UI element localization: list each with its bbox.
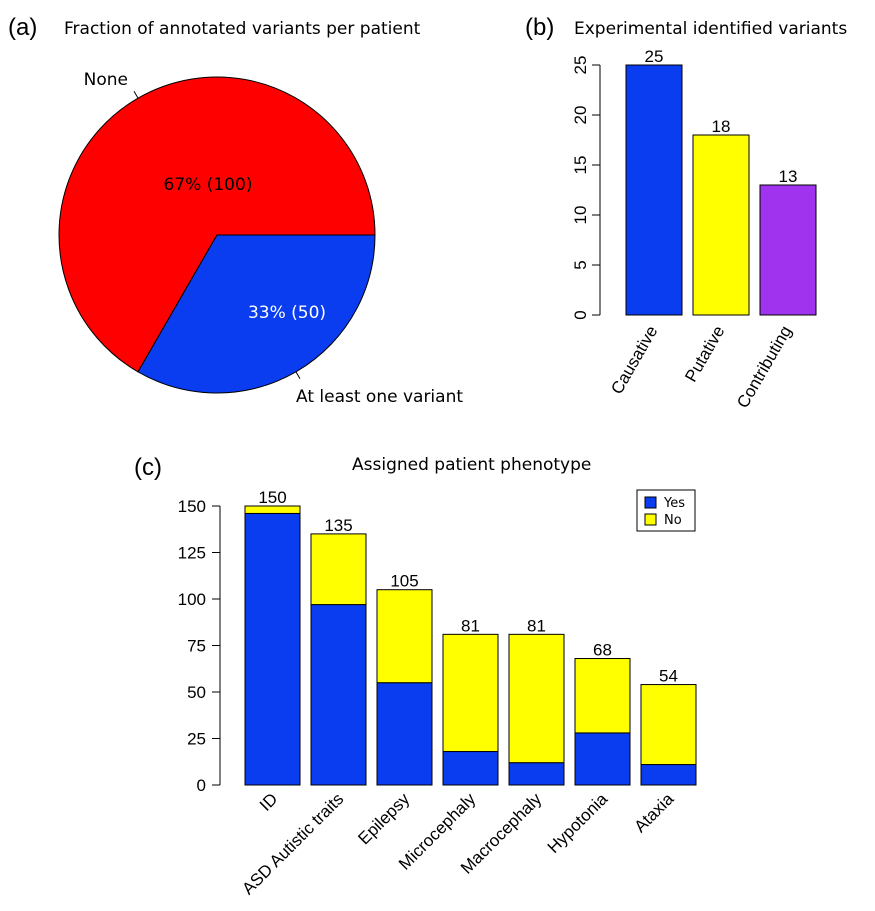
pie-slice-value-label: 33% (50) [248,303,326,323]
phenotype-bar-segment-no [640,684,697,766]
variant-category-label: Contributing [733,323,795,412]
phenotype-bar-total-label: 135 [324,516,352,535]
variants-bars: 25 Causative 18 Putative 13 Contributing [607,47,817,412]
phenotype-bar-total-label: 54 [659,667,678,686]
y-tick-label: 25 [571,56,590,75]
y-tick-label: 150 [178,497,206,516]
legend-label-yes: Yes [663,496,685,511]
phenotype-chart-title: Assigned patient phenotype [352,455,591,475]
phenotype-bar-segment-no [244,505,301,514]
variant-category-label: Putative [681,323,728,386]
phenotype-bar-segment-no [442,633,499,753]
phenotype-bar-segment-no [310,533,367,606]
legend-label-no: No [664,513,682,528]
pie-slice-name: At least one variant [296,387,463,407]
variant-bar-value-label: 18 [712,117,731,136]
variants-y-axis: 0 5 10 15 20 25 [571,56,601,320]
legend-swatch-no [644,513,657,526]
panel-label-a: (a) [8,14,37,41]
pie-chart-panel: (a) Fraction of annotated variants per p… [8,14,463,407]
phenotype-category-label: Epilepsy [354,789,413,848]
phenotype-bar-total-label: 81 [527,616,546,635]
variant-bar-value-label: 13 [779,167,798,186]
phenotype-bar-total-label: 150 [258,488,286,507]
y-tick-label: 0 [197,776,206,795]
phenotype-category-label: ID [256,789,281,814]
pie-chart-title: Fraction of annotated variants per patie… [64,19,421,39]
phenotype-category-label: Ataxia [630,789,677,836]
phenotype-bar-segment-yes [244,512,301,786]
phenotype-bar-segment-no [508,633,565,764]
y-tick-label: 25 [187,730,206,749]
variant-bar-value-label: 25 [645,47,664,66]
y-tick-label: 100 [178,590,206,609]
y-tick-label: 15 [571,156,590,175]
y-tick-label: 10 [571,206,590,225]
phenotype-bar-segment-yes [442,751,499,786]
panel-label-b: (b) [525,14,554,41]
variant-category-label: Causative [607,323,661,398]
y-tick-label: 0 [571,310,590,319]
phenotype-bar-segment-yes [574,732,631,786]
y-tick-label: 125 [178,544,206,563]
pie-slice-at-least-one-variant [137,234,376,394]
y-tick-label: 50 [187,683,206,702]
phenotype-y-axis: 0 25 50 75 100 125 150 [178,497,221,795]
phenotype-bar-segment-yes [508,762,565,786]
phenotype-legend: Yes No [636,489,696,532]
phenotype-bar-segment-no [376,589,433,684]
y-tick-label: 75 [187,637,206,656]
phenotype-bar-total-label: 68 [593,641,612,660]
pie-slice-name: None [84,70,128,90]
phenotype-bar-chart-panel: (c) Assigned patient phenotype 0 25 50 75 10… [134,454,697,898]
y-tick-label: 5 [571,260,590,269]
phenotype-category-label: Hypotonia [544,789,612,857]
phenotype-bar-segment-no [574,658,631,734]
variant-bar-contributing [759,184,817,316]
phenotype-bars: 150 ID 135 ASD Autistic traits 105 Epilepsy 81… [238,488,697,898]
pie-slices [58,76,376,394]
variants-bar-chart-panel: (b) Experimental identified variants 0 5 1… [525,14,847,411]
pie-labels: None 67% (100) At least one variant 33% (50… [84,70,464,407]
pie-label-tick [133,90,139,99]
pie-label-tick [295,371,301,380]
phenotype-bar-segment-yes [310,604,367,786]
phenotype-bar-segment-yes [376,682,433,786]
pie-slice-value-label: 67% (100) [164,175,253,195]
phenotype-bar-total-label: 105 [390,572,418,591]
variants-chart-title: Experimental identified variants [574,19,847,39]
phenotype-category-label: ASD Autistic traits [238,789,347,898]
panel-label-c: (c) [134,454,162,481]
legend-swatch-yes [644,496,657,509]
phenotype-bar-total-label: 81 [461,616,480,635]
variant-bar-causative [625,64,683,316]
phenotype-bar-segment-yes [640,764,697,786]
y-tick-label: 20 [571,106,590,125]
variant-bar-putative [692,134,750,316]
